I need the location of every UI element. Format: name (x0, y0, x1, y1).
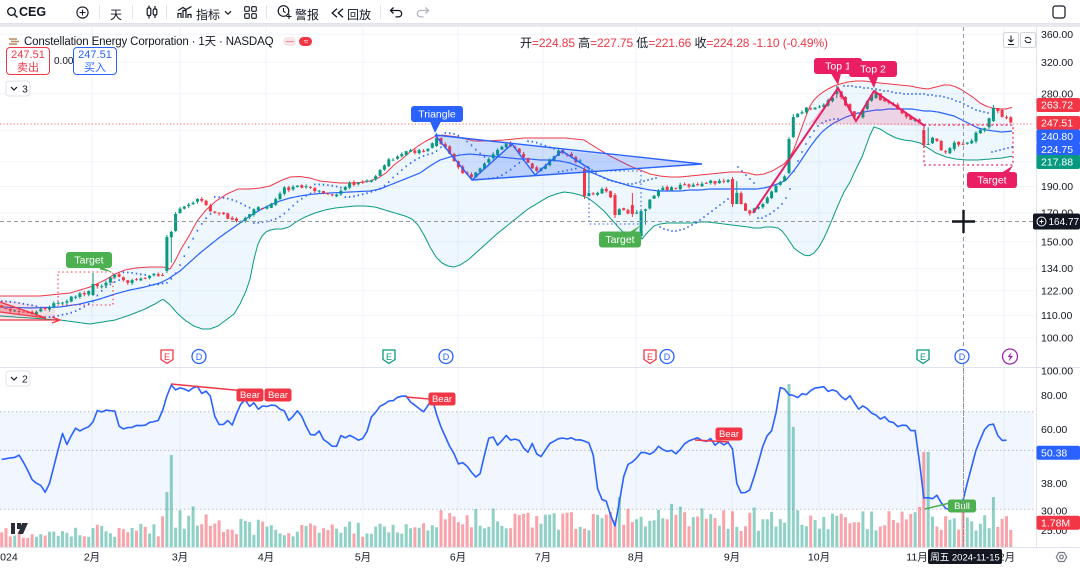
svg-text:E: E (920, 352, 926, 362)
svg-text:Target: Target (74, 255, 103, 267)
svg-text:60.00: 60.00 (1041, 424, 1067, 436)
svg-text:3: 3 (22, 84, 28, 96)
svg-text:E: E (164, 352, 170, 362)
svg-text:110.00: 110.00 (1041, 310, 1072, 322)
svg-text:Bear: Bear (719, 429, 739, 440)
svg-text:80.00: 80.00 (1041, 390, 1067, 402)
svg-text:D: D (443, 352, 450, 362)
svg-text:11月: 11月 (906, 552, 927, 564)
svg-text:10月: 10月 (808, 552, 830, 564)
svg-text:240.80: 240.80 (1041, 131, 1073, 143)
svg-text:Bull: Bull (954, 501, 970, 512)
svg-text:7月: 7月 (535, 552, 551, 564)
svg-text:224.75: 224.75 (1041, 144, 1073, 156)
svg-text:4月: 4月 (258, 552, 274, 564)
svg-text:2024: 2024 (0, 552, 18, 564)
svg-text:3月: 3月 (172, 552, 188, 564)
svg-text:5月: 5月 (355, 552, 371, 564)
svg-text:50.38: 50.38 (1041, 447, 1067, 459)
svg-text:150.00: 150.00 (1041, 236, 1073, 248)
svg-text:360.00: 360.00 (1041, 29, 1073, 41)
svg-text:134.00: 134.00 (1041, 263, 1073, 275)
svg-text:320.00: 320.00 (1041, 57, 1073, 69)
svg-text:263.72: 263.72 (1041, 100, 1073, 112)
svg-text:38.00: 38.00 (1041, 478, 1067, 490)
svg-text:Top 1: Top 1 (825, 61, 851, 73)
svg-text:Top 2: Top 2 (860, 64, 886, 76)
svg-text:Bear: Bear (432, 394, 452, 405)
svg-text:D: D (664, 352, 671, 362)
svg-text:1.78M: 1.78M (1041, 517, 1070, 529)
svg-text:Target: Target (605, 234, 634, 246)
svg-text:30.00: 30.00 (1041, 506, 1067, 518)
svg-text:190.00: 190.00 (1041, 181, 1073, 193)
svg-text:164.77: 164.77 (1049, 217, 1080, 228)
svg-text:2: 2 (22, 374, 28, 386)
svg-text:100.00: 100.00 (1041, 365, 1073, 377)
svg-text:2月: 2月 (84, 552, 100, 564)
svg-text:122.00: 122.00 (1041, 285, 1073, 297)
svg-text:周五 2024-11-15: 周五 2024-11-15 (930, 553, 1000, 564)
svg-text:Bear: Bear (268, 390, 288, 401)
svg-text:Target: Target (977, 175, 1006, 187)
svg-text:280.00: 280.00 (1041, 88, 1073, 100)
svg-text:Bear: Bear (240, 390, 260, 401)
svg-text:D: D (959, 352, 966, 362)
svg-text:E: E (386, 352, 392, 362)
svg-text:9月: 9月 (724, 552, 740, 564)
svg-text:E: E (647, 352, 653, 362)
svg-text:217.88: 217.88 (1041, 157, 1073, 169)
svg-text:100.00: 100.00 (1041, 332, 1073, 344)
svg-text:Triangle: Triangle (418, 109, 456, 121)
svg-text:8月: 8月 (628, 552, 644, 564)
svg-text:6月: 6月 (450, 552, 466, 564)
svg-text:247.51: 247.51 (1041, 118, 1073, 130)
svg-text:D: D (196, 352, 203, 362)
